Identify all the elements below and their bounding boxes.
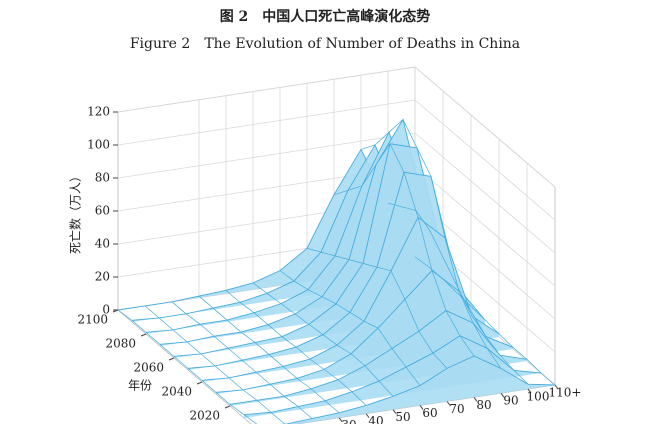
surface-column <box>117 309 258 424</box>
tick-mark <box>446 401 451 406</box>
tick-mark <box>196 381 203 385</box>
z-axis-label: 死亡数（万人） <box>68 170 83 254</box>
chart-title: 图 2 中国人口死亡高峰演化态势 <box>220 8 431 25</box>
grid-line <box>414 132 556 254</box>
surface-strip <box>244 335 541 418</box>
surface-strip <box>216 270 513 394</box>
x-tick-label: 90 <box>503 394 518 408</box>
tick-mark <box>168 357 175 361</box>
tick-mark <box>527 388 532 394</box>
surface-column <box>144 305 286 424</box>
y-tick-label: 2080 <box>105 337 136 351</box>
grid-line <box>414 165 556 287</box>
y-axis-label: 年份 <box>128 379 152 393</box>
surface-row <box>229 310 528 405</box>
x-tick-label: 30 <box>341 418 356 424</box>
tick-mark <box>338 417 343 423</box>
z-tick-label: 60 <box>95 204 110 218</box>
tick-mark <box>473 396 478 402</box>
surface-row <box>201 216 500 381</box>
surface-column <box>225 290 367 406</box>
x-tick-label: 50 <box>395 410 410 424</box>
tick-mark <box>224 405 231 409</box>
surface-column <box>333 143 475 357</box>
surface-column <box>198 295 340 414</box>
surface-row <box>173 143 472 357</box>
surface-row <box>243 335 542 416</box>
surface-column <box>171 301 313 419</box>
tick-mark <box>419 405 424 410</box>
surface-column <box>414 256 556 386</box>
surface-column <box>252 282 394 397</box>
surface-column <box>360 118 502 369</box>
tick-mark <box>365 413 370 418</box>
x-tick-label: 40 <box>368 414 383 424</box>
surface-column <box>387 202 529 385</box>
z-tick-label: 100 <box>87 138 110 152</box>
surface-strip <box>286 356 555 424</box>
surface-column <box>306 248 448 369</box>
tick-mark <box>500 392 505 398</box>
z-tick-label: 20 <box>95 270 110 284</box>
x-tick-label: 100 <box>527 390 550 404</box>
y-tick-label: 2100 <box>77 313 108 327</box>
surface-strip <box>230 310 527 406</box>
z-tick-label: 80 <box>95 171 110 185</box>
grid-line <box>414 99 556 221</box>
surface-column <box>279 270 421 386</box>
surface-row <box>117 148 416 311</box>
tick-mark <box>554 384 559 390</box>
x-tick-label: 110+ <box>549 386 582 400</box>
y-tick-label: 2020 <box>189 409 220 423</box>
z-tick-label: 0 <box>102 303 110 317</box>
grid-line <box>117 66 416 113</box>
surface-row <box>159 118 458 345</box>
z-tick-label: 40 <box>95 237 110 251</box>
z-tick-label: 120 <box>87 105 110 119</box>
tick-mark <box>392 409 397 414</box>
chart-subtitle: Figure 2 The Evolution of Number of Deat… <box>130 36 520 52</box>
surface-row <box>278 355 556 424</box>
grid-line <box>414 66 556 188</box>
y-tick-label: 2060 <box>133 361 164 375</box>
tick-mark <box>140 333 147 337</box>
grid-line <box>117 132 416 179</box>
x-tick-label: 70 <box>449 402 464 416</box>
tick-mark <box>112 309 119 313</box>
x-tick-label: 80 <box>476 398 491 412</box>
x-tick-label: 60 <box>422 406 437 420</box>
grid-line <box>117 99 416 146</box>
y-tick-label: 2040 <box>161 385 192 399</box>
